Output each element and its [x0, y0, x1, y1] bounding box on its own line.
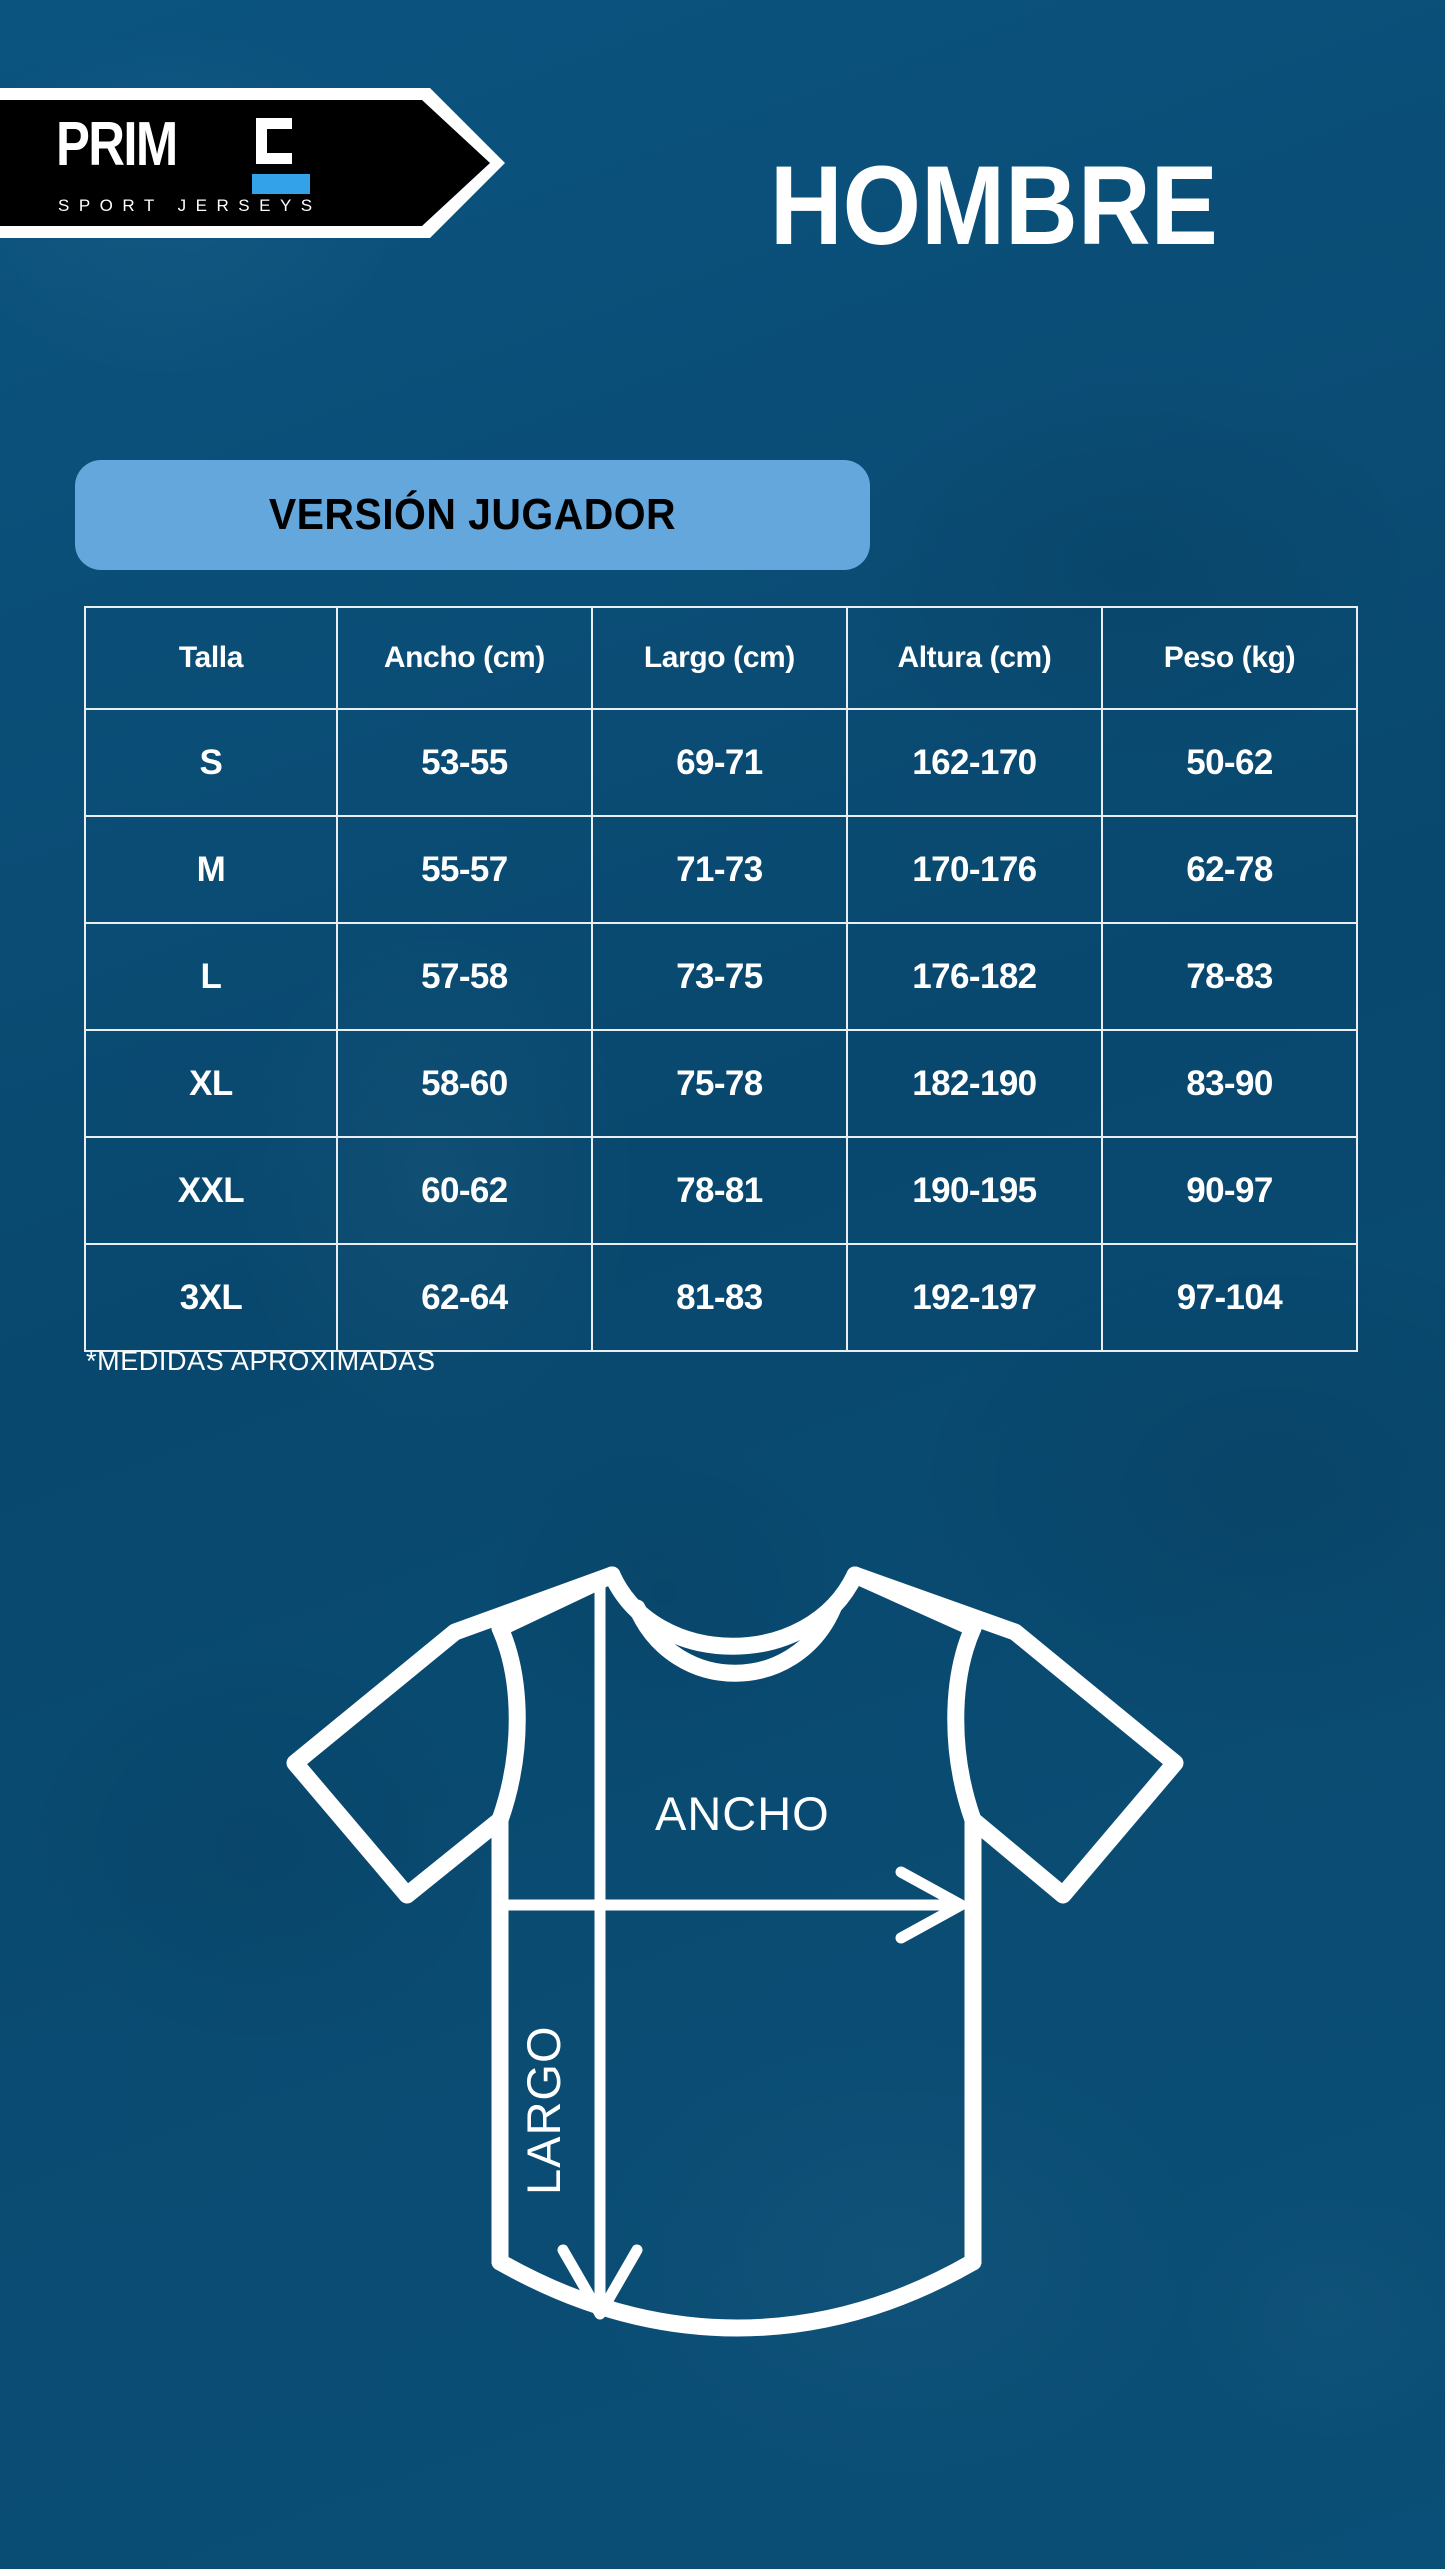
cell-largo: 71-73: [590, 815, 848, 924]
logo-arrow-shape: [0, 88, 505, 238]
cell-peso: 97-104: [1100, 1243, 1359, 1352]
ancho-measure-arrow-icon: [501, 1866, 967, 1944]
tshirt-measurement-diagram: ANCHO LARGO: [255, 1520, 1185, 2350]
cell-size: XL: [84, 1029, 338, 1138]
cell-ancho: 57-58: [335, 922, 593, 1031]
cell-peso: 90-97: [1100, 1136, 1359, 1245]
cell-altura: 190-195: [845, 1136, 1103, 1245]
cell-ancho: 62-64: [335, 1243, 593, 1352]
cell-size: S: [84, 708, 338, 817]
version-badge: VERSIÓN JUGADOR: [75, 460, 870, 570]
table-row: M 55-57 71-73 170-176 62-78: [84, 815, 1359, 924]
logo-e-icon: [256, 118, 292, 164]
table-row: 3XL 62-64 81-83 192-197 97-104: [84, 1243, 1359, 1352]
tshirt-outline-icon: [286, 1566, 1184, 2337]
table-body: S 53-55 69-71 162-170 50-62 M 55-57 71-7…: [84, 708, 1359, 1352]
cell-size: M: [84, 815, 338, 924]
cell-peso: 62-78: [1100, 815, 1359, 924]
table-row: XXL 60-62 78-81 190-195 90-97: [84, 1136, 1359, 1245]
largo-measure-arrow-icon: [557, 1914, 643, 2320]
size-table: Talla Ancho (cm) Largo (cm) Altura (cm) …: [84, 606, 1359, 1352]
logo-accent-bar-icon: [252, 174, 310, 194]
column-header-talla: Talla: [84, 606, 338, 710]
cell-largo: 69-71: [590, 708, 848, 817]
version-badge-label: VERSIÓN JUGADOR: [268, 490, 677, 539]
cell-largo: 75-78: [590, 1029, 848, 1138]
largo-label: LARGO: [517, 2025, 570, 2195]
cell-size: L: [84, 922, 338, 1031]
column-header-largo: Largo (cm): [590, 606, 848, 710]
logo-wordmark: PRIM: [56, 110, 178, 179]
cell-ancho: 58-60: [335, 1029, 593, 1138]
cell-largo: 78-81: [590, 1136, 848, 1245]
cell-peso: 50-62: [1100, 708, 1359, 817]
brand-logo: PRIM SPORT JERSEYS: [0, 88, 505, 238]
cell-altura: 170-176: [845, 815, 1103, 924]
cell-altura: 162-170: [845, 708, 1103, 817]
cell-peso: 78-83: [1100, 922, 1359, 1031]
table-row: L 57-58 73-75 176-182 78-83: [84, 922, 1359, 1031]
logo-e-bottom-bar-icon: [256, 153, 292, 164]
logo-tagline: SPORT JERSEYS: [58, 196, 322, 215]
page-title: HOMBRE: [769, 143, 1218, 268]
ancho-label: ANCHO: [655, 1787, 830, 1840]
cell-altura: 192-197: [845, 1243, 1103, 1352]
table-footnote: *MEDIDAS APROXIMADAS: [86, 1346, 436, 1376]
table-header: Talla Ancho (cm) Largo (cm) Altura (cm) …: [84, 606, 1359, 710]
cell-peso: 83-90: [1100, 1029, 1359, 1138]
cell-ancho: 60-62: [335, 1136, 593, 1245]
cell-largo: 73-75: [590, 922, 848, 1031]
table-header-row: Talla Ancho (cm) Largo (cm) Altura (cm) …: [84, 606, 1359, 710]
cell-ancho: 53-55: [335, 708, 593, 817]
cell-altura: 176-182: [845, 922, 1103, 1031]
cell-ancho: 55-57: [335, 815, 593, 924]
column-header-altura: Altura (cm): [845, 606, 1103, 710]
column-header-peso: Peso (kg): [1100, 606, 1359, 710]
cell-altura: 182-190: [845, 1029, 1103, 1138]
table-row: S 53-55 69-71 162-170 50-62: [84, 708, 1359, 817]
cell-largo: 81-83: [590, 1243, 848, 1352]
table-row: XL 58-60 75-78 182-190 83-90: [84, 1029, 1359, 1138]
column-header-ancho: Ancho (cm): [335, 606, 593, 710]
cell-size: XXL: [84, 1136, 338, 1245]
cell-size: 3XL: [84, 1243, 338, 1352]
